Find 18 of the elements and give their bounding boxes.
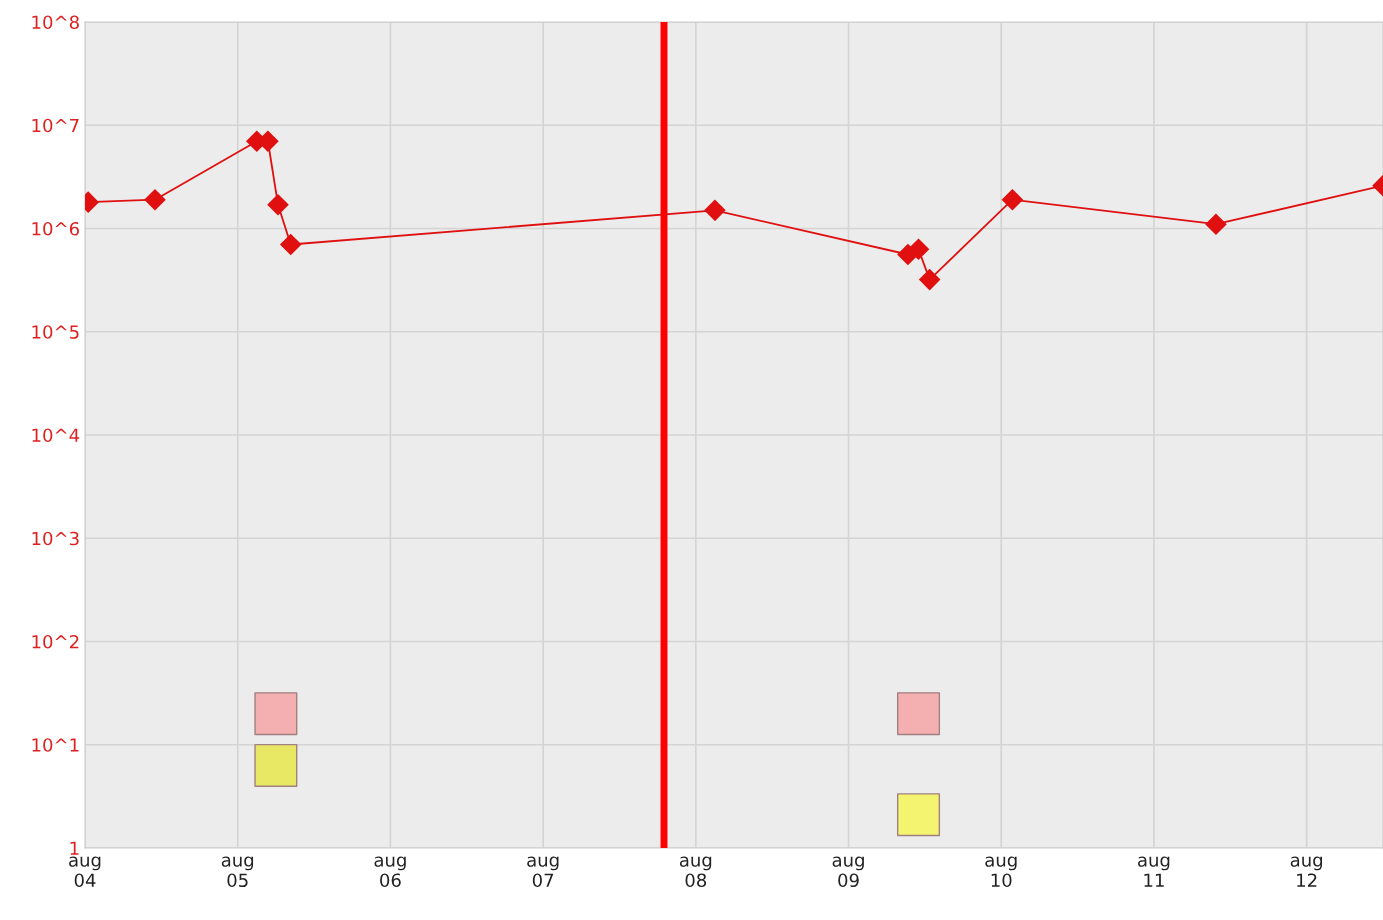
y-tick-label: 10^5 xyxy=(32,325,79,339)
y-tick-label: 10^4 xyxy=(32,428,80,443)
y-tick-label: 10^2 xyxy=(32,634,79,649)
x-tick-label: aug 05 xyxy=(221,856,254,888)
x-tick-label: aug 11 xyxy=(1138,856,1170,887)
x-tick-label: aug 07 xyxy=(527,856,559,888)
y-tick-label: 10^8 xyxy=(32,15,79,30)
y-tick-label: 1 xyxy=(70,841,79,855)
x-tick-label: aug 10 xyxy=(985,856,1017,888)
y-tick-label: 10^1 xyxy=(32,738,79,752)
x-tick-label: aug 06 xyxy=(374,856,406,888)
x-tick-label: aug 04 xyxy=(69,856,101,888)
y-tick-label: 10^7 xyxy=(32,118,79,133)
y-tick-label: 10^6 xyxy=(32,221,79,236)
y-tick-label: 10^3 xyxy=(32,531,79,546)
x-tick-label: aug 08 xyxy=(679,856,712,888)
x-tick-label: aug 09 xyxy=(832,856,864,888)
x-tick-label: aug 12 xyxy=(1290,856,1322,887)
